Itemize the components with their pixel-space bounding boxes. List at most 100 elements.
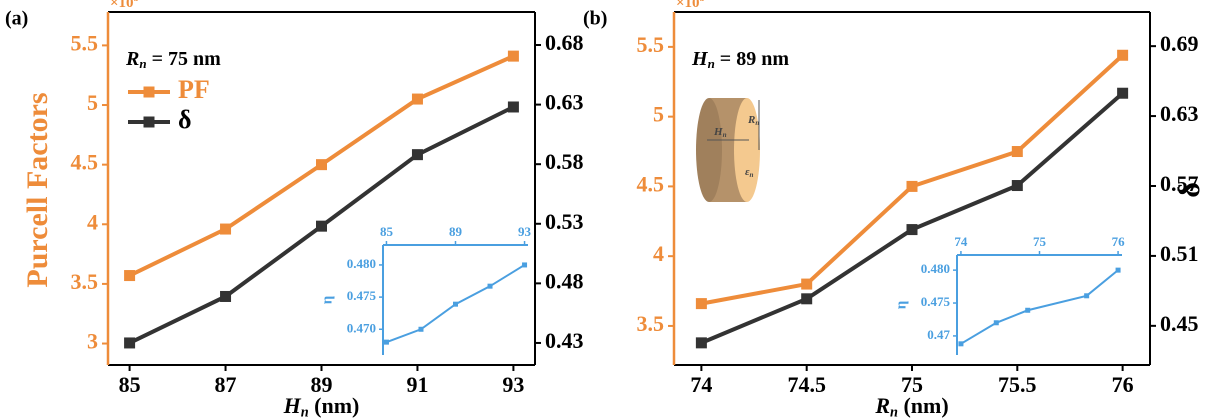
diagram-label-sub: n — [755, 118, 759, 126]
multiplier-exp: 3 — [134, 0, 139, 4]
diagram-label-sub: n — [723, 130, 727, 138]
multiplier-base: ×10 — [110, 0, 134, 11]
inset-x-tick-label: 93 — [518, 224, 532, 239]
inset-x-tick-label: 75 — [1033, 234, 1047, 249]
series-marker — [507, 50, 519, 62]
x-axis-label: Hn (nm) — [283, 393, 360, 418]
series-marker — [411, 93, 423, 105]
y2-axis-label: δ — [1173, 182, 1206, 198]
x-axis-label-sub: n — [890, 405, 898, 418]
x-tick-label: 74.5 — [787, 372, 826, 397]
y-tick-label: 5.5 — [637, 32, 665, 57]
y-tick-label: 4 — [653, 241, 664, 266]
diagram-label: Rn — [747, 114, 759, 127]
series-marker — [220, 223, 232, 235]
x-axis-label: Rn (nm) — [874, 393, 948, 418]
series-marker — [1011, 146, 1023, 158]
annotation-rest: = 75 nm — [147, 48, 222, 70]
x-tick-label: 91 — [406, 372, 428, 397]
legend-marker — [143, 116, 155, 128]
cylinder-face — [734, 98, 760, 202]
series-marker — [695, 337, 707, 349]
y-tick-label: 5 — [87, 90, 98, 115]
y2-tick-label: 0.48 — [545, 268, 584, 293]
x-axis-label-rest: (nm) — [309, 393, 360, 418]
diagram-label-sub: n — [750, 170, 754, 178]
series-marker — [906, 180, 918, 192]
legend-label: δ — [178, 105, 192, 134]
series-marker — [316, 220, 327, 232]
y-tick-label: 5 — [653, 102, 664, 127]
series-marker — [411, 149, 423, 161]
inset-x-tick-label: 76 — [1112, 234, 1126, 249]
x-tick-label: 75.5 — [998, 372, 1037, 397]
diagram-label-symbol: ε — [745, 166, 750, 178]
panel-label: (b) — [583, 8, 607, 30]
annotation-sub: n — [708, 56, 715, 71]
inset-marker — [522, 262, 528, 268]
x-tick-label: 76 — [1112, 372, 1134, 397]
inset-line — [960, 269, 1119, 345]
y-tick-label: 3.5 — [637, 311, 665, 336]
annotation: Rn = 75 nm — [125, 48, 221, 71]
y-axis-label: Purcell Factors — [21, 92, 54, 287]
series-marker — [1117, 87, 1129, 99]
inset-marker — [1084, 293, 1090, 299]
inset-y-tick-label: 0.475 — [347, 288, 377, 303]
series-marker — [124, 270, 136, 282]
inset-x-tick-label: 85 — [380, 224, 394, 239]
y-tick-label: 4 — [87, 209, 98, 234]
series-marker — [801, 278, 813, 290]
annotation-rest: = 89 nm — [715, 48, 790, 70]
y2-tick-label: 0.58 — [545, 149, 584, 174]
y2-tick-label: 0.68 — [545, 30, 584, 55]
inset-marker — [993, 320, 999, 326]
annotation-sub: n — [139, 56, 146, 71]
y2-tick-label: 0.69 — [1160, 31, 1199, 56]
x-axis-label-sub: n — [301, 405, 309, 418]
series-marker — [507, 101, 519, 113]
series-marker — [220, 290, 232, 302]
inset-marker — [487, 283, 493, 289]
x-tick-label: 87 — [215, 372, 237, 397]
inset-y-tick-label: 0.47 — [927, 327, 950, 342]
x-tick-label: 85 — [119, 372, 141, 397]
y2-tick-label: 0.43 — [545, 328, 584, 353]
x-axis-label-rest: (nm) — [898, 393, 949, 418]
y2-tick-label: 0.57 — [1160, 171, 1199, 196]
multiplier: ×103 — [676, 0, 705, 11]
y-tick-label: 5.5 — [71, 30, 99, 55]
y-tick-label: 4.5 — [71, 150, 99, 175]
x-tick-label: 75 — [901, 372, 923, 397]
series-marker — [1011, 180, 1023, 192]
y2-tick-label: 0.63 — [1160, 101, 1199, 126]
inset-y-tick-label: 0.475 — [921, 294, 951, 309]
series-line — [701, 53, 1124, 306]
inset-y-label: η — [893, 301, 909, 310]
series-marker — [906, 224, 918, 236]
diagram-label-symbol: H — [713, 126, 723, 138]
series-marker — [695, 298, 707, 310]
inset-y-tick-label: 0.480 — [921, 261, 950, 276]
diagram-label: εn — [745, 166, 754, 179]
y2-tick-label: 0.51 — [1160, 241, 1199, 266]
inset-y-label: η — [319, 296, 335, 305]
inset-x-tick-label: 74 — [954, 234, 968, 249]
series-line — [700, 91, 1124, 345]
x-tick-label: 93 — [502, 372, 524, 397]
legend-label: PF — [178, 75, 210, 104]
multiplier-exp: 3 — [700, 0, 705, 4]
panel-label: (a) — [5, 8, 28, 30]
inset-x-tick-label: 89 — [449, 224, 463, 239]
annotation: Hn = 89 nm — [691, 48, 789, 71]
inset-y-tick-label: 0.470 — [347, 320, 376, 335]
series-marker — [1117, 49, 1129, 61]
inset-marker — [1115, 267, 1121, 273]
legend-marker — [143, 86, 155, 98]
multiplier-base: ×10 — [676, 0, 700, 11]
y-tick-label: 4.5 — [637, 171, 665, 196]
inset-y-tick-label: 0.480 — [347, 256, 376, 271]
diagram-label-symbol: R — [747, 114, 755, 126]
